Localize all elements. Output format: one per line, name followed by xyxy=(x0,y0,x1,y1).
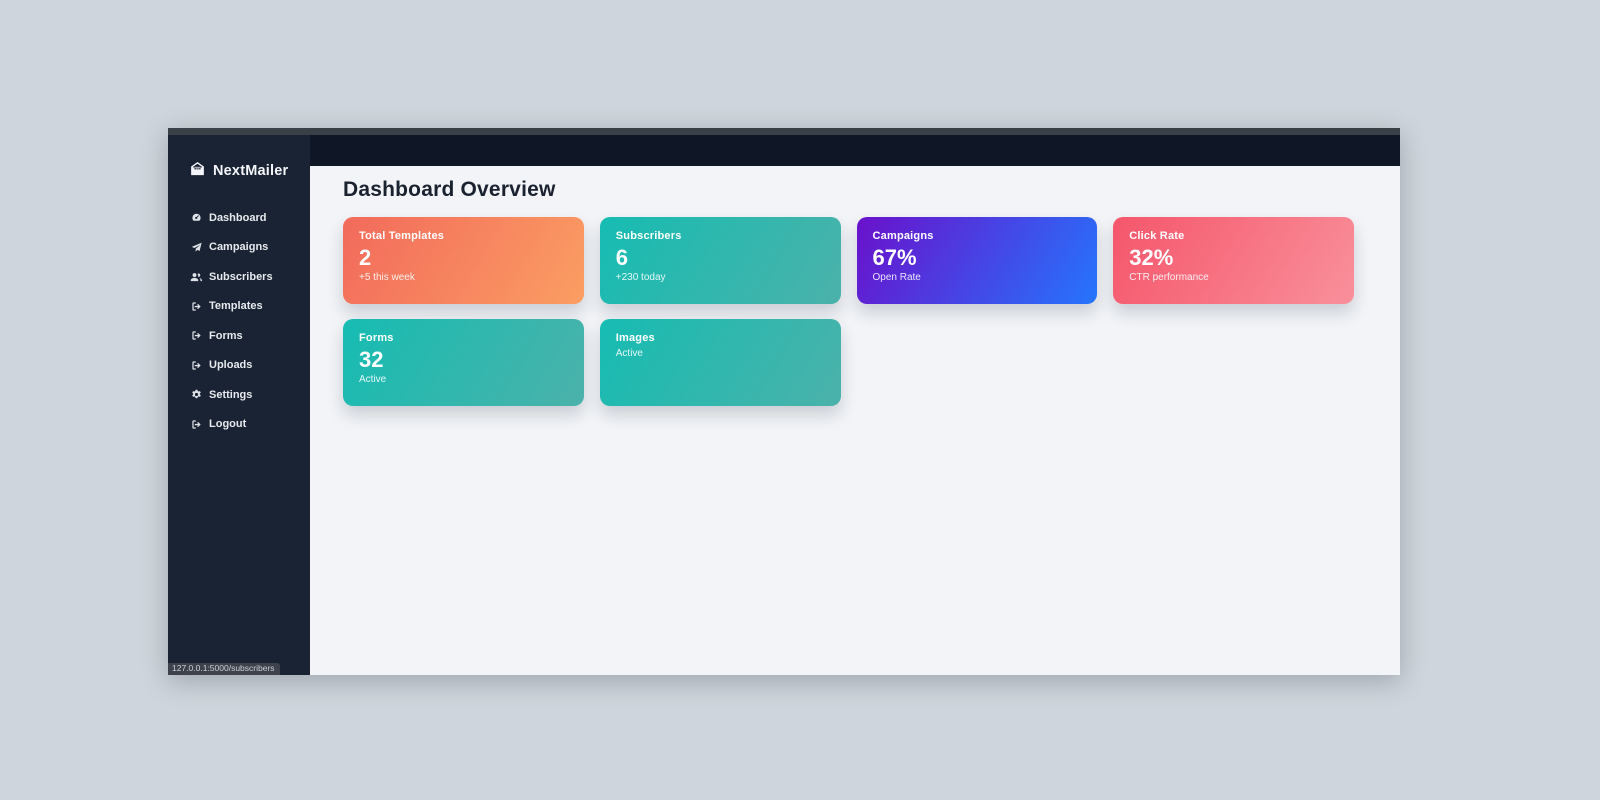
sign-out-icon xyxy=(190,360,202,371)
stat-card-total-templates: Total Templates 2 +5 this week xyxy=(343,217,584,304)
sidebar-item-label: Templates xyxy=(209,300,263,313)
stat-card-title: Click Rate xyxy=(1129,230,1185,242)
stat-card-sub: CTR performance xyxy=(1129,272,1209,284)
sidebar-item-label: Logout xyxy=(209,418,247,431)
stat-card-value: 32% xyxy=(1129,245,1174,270)
stat-card-value: 67% xyxy=(872,245,917,270)
statusbar-url: 127.0.0.1:5000/subscribers xyxy=(168,663,280,675)
stat-card-title: Forms xyxy=(359,332,394,344)
stat-card-sub: +5 this week xyxy=(359,272,415,284)
users-icon xyxy=(190,271,202,283)
sidebar-item-label: Dashboard xyxy=(209,211,267,224)
sidebar-item-settings[interactable]: Settings xyxy=(190,380,310,410)
sign-out-icon xyxy=(190,301,202,312)
sidebar-nav: Dashboard Campaigns Subscribers xyxy=(190,203,310,439)
sidebar-item-label: Uploads xyxy=(209,359,253,372)
page-title: Dashboard Overview xyxy=(343,178,556,201)
sidebar-item-logout[interactable]: Logout xyxy=(190,410,310,440)
sidebar: NextMailer Dashboard Campaigns xyxy=(168,135,310,675)
sidebar-item-templates[interactable]: Templates xyxy=(190,292,310,322)
dashboard-icon xyxy=(190,212,202,223)
window-top-strip xyxy=(168,128,1400,135)
main-area: Dashboard Overview Total Templates 2 +5 … xyxy=(310,135,1400,675)
sidebar-item-forms[interactable]: Forms xyxy=(190,321,310,351)
sidebar-item-uploads[interactable]: Uploads xyxy=(190,351,310,381)
stat-card-sub: Active xyxy=(615,348,643,359)
sidebar-item-label: Forms xyxy=(209,329,243,342)
paper-plane-icon xyxy=(190,242,202,253)
stat-card-campaigns: Campaigns 67% Open Rate xyxy=(856,217,1098,304)
stat-card-click-rate: Click Rate 32% CTR performance xyxy=(1113,217,1354,304)
stat-card-sub: Open Rate xyxy=(872,272,921,284)
envelope-open-icon xyxy=(190,161,205,181)
brand-name: NextMailer xyxy=(213,163,289,179)
sign-out-icon xyxy=(190,419,202,430)
stat-card-title: Subscribers xyxy=(615,230,682,242)
sidebar-item-subscribers[interactable]: Subscribers xyxy=(190,262,310,292)
stat-card-title: Images xyxy=(615,332,655,344)
stat-cards-grid: Total Templates 2 +5 this week Subscribe… xyxy=(343,217,1354,406)
window-body: NextMailer Dashboard Campaigns xyxy=(168,135,1400,675)
sidebar-item-label: Subscribers xyxy=(209,270,273,283)
stat-card-subscribers: Subscribers 6 +230 today xyxy=(599,217,841,304)
stat-card-title: Campaigns xyxy=(872,230,934,242)
gear-icon xyxy=(190,389,202,400)
sidebar-item-label: Settings xyxy=(209,388,253,401)
stat-card-forms: Forms 32 Active xyxy=(343,319,584,406)
sidebar-item-dashboard[interactable]: Dashboard xyxy=(190,203,310,233)
app-window: NextMailer Dashboard Campaigns xyxy=(168,128,1400,675)
stat-card-title: Total Templates xyxy=(359,230,445,242)
stat-card-sub: +230 today xyxy=(615,272,666,284)
stat-card-images: Images Active xyxy=(599,319,841,406)
stat-card-value: 6 xyxy=(615,245,628,270)
sidebar-item-label: Campaigns xyxy=(209,241,269,254)
sidebar-item-campaigns[interactable]: Campaigns xyxy=(190,233,310,263)
stat-card-value: 32 xyxy=(359,347,384,372)
main-content: Dashboard Overview Total Templates 2 +5 … xyxy=(310,166,1400,675)
brand: NextMailer xyxy=(190,161,310,181)
sign-out-icon xyxy=(190,330,202,341)
stat-card-sub: Active xyxy=(359,374,387,386)
stat-card-value: 2 xyxy=(359,245,372,270)
